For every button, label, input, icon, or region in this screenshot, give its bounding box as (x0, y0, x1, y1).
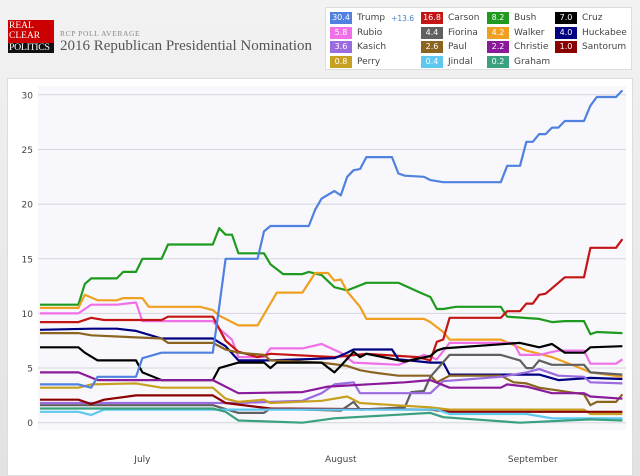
legend-value-badge: 8.2 (487, 12, 509, 24)
y-tick-label: 25 (22, 146, 33, 156)
legend-label: Trump (357, 13, 386, 23)
legend-label: Santorum (582, 42, 627, 52)
x-tick-label: August (325, 455, 357, 465)
legend-label: Carson (448, 13, 480, 23)
legend-label: Graham (514, 57, 551, 67)
legend-item-rubio: 5.8 Rubio (330, 26, 382, 40)
legend-label: Huckabee (582, 28, 627, 38)
legend-label: Walker (514, 28, 545, 38)
legend-item-jindal: 0.4 Jindal (421, 55, 473, 69)
plot-area (38, 86, 626, 430)
series-line-jindal (40, 408, 623, 420)
y-tick-label: 15 (22, 255, 33, 265)
legend-item-cruz: 7.0 Cruz (555, 11, 602, 25)
legend-item-graham: 0.2 Graham (487, 55, 550, 69)
legend-label: Kasich (357, 42, 387, 52)
series-line-graham (40, 407, 623, 424)
legend-item-huckabee: 4.0 Huckabee (555, 26, 627, 40)
legend-value-badge: 0.4 (421, 56, 443, 68)
legend-label: Perry (357, 57, 381, 67)
legend-value-badge: 0.2 (487, 56, 509, 68)
legend-label: Cruz (582, 13, 603, 23)
legend-value-badge: 16.8 (421, 12, 443, 24)
legend-value-badge: 0.8 (330, 56, 352, 68)
legend-value-badge: 4.0 (555, 27, 577, 39)
legend-value-badge: 3.6 (330, 41, 352, 53)
legend-item-kasich: 3.6 Kasich (330, 40, 386, 54)
legend-item-fiorina: 4.4 Fiorina (421, 26, 478, 40)
y-tick-label: 30 (22, 91, 34, 101)
legend-item-paul: 2.6 Paul (421, 40, 467, 54)
legend-delta: +13.6 (391, 13, 415, 23)
logo-line: CLEAR (9, 30, 41, 41)
legend-label: Christie (514, 42, 549, 52)
x-tick-label: July (133, 455, 151, 465)
chart-kicker: RCP POLL AVERAGE (60, 29, 141, 38)
series-line-kasich (40, 368, 623, 405)
series-line-perry (40, 382, 623, 416)
chart-title: 2016 Republican Presidential Nomination (60, 38, 313, 54)
logo-line: REAL (9, 21, 34, 31)
legend-item-trump: 30.4 Trump +13.6 (330, 11, 414, 25)
legend-label: Rubio (357, 28, 383, 38)
rcp-logo: REAL CLEAR POLITICS (8, 20, 54, 53)
y-tick-label: 20 (22, 201, 34, 211)
series-line-rubio (40, 301, 624, 366)
legend-item-perry: 0.8 Perry (330, 55, 380, 69)
legend-label: Jindal (448, 57, 473, 67)
legend-value-badge: 1.0 (555, 41, 577, 53)
legend-value-badge: 4.2 (487, 27, 509, 39)
legend-item-bush: 8.2 Bush (487, 11, 536, 25)
legend-value-badge: 30.4 (330, 12, 352, 24)
legend-item-walker: 4.2 Walker (487, 26, 544, 40)
legend-value-badge: 4.4 (421, 27, 443, 39)
legend: 30.4 Trump +13.6 16.8 Carson 8.2 Bush 7.0 Cruz 5.… (325, 7, 632, 70)
series-line-paul (40, 332, 624, 407)
y-tick-label: 10 (22, 310, 34, 320)
y-tick-label: 5 (27, 365, 33, 375)
legend-label: Bush (514, 13, 537, 23)
y-tick-label: 0 (27, 419, 33, 429)
x-tick-label: September (508, 455, 558, 465)
logo-line: POLITICS (8, 43, 54, 53)
series-line-walker (40, 271, 623, 378)
series-line-bush (40, 227, 623, 336)
legend-label: Fiorina (448, 28, 478, 38)
legend-item-christie: 2.2 Christie (487, 40, 548, 54)
legend-value-badge: 7.0 (555, 12, 577, 24)
series-line-cruz (40, 341, 623, 382)
series-line-carson (40, 238, 624, 362)
legend-item-carson: 16.8 Carson (421, 11, 479, 25)
legend-label: Paul (448, 42, 467, 52)
legend-item-santorum: 1.0 Santorum (555, 40, 626, 54)
legend-value-badge: 5.8 (330, 27, 352, 39)
legend-value-badge: 2.2 (487, 41, 509, 53)
series-line-christie (40, 371, 623, 400)
series-line-trump (40, 89, 624, 389)
legend-value-badge: 2.6 (421, 41, 443, 53)
